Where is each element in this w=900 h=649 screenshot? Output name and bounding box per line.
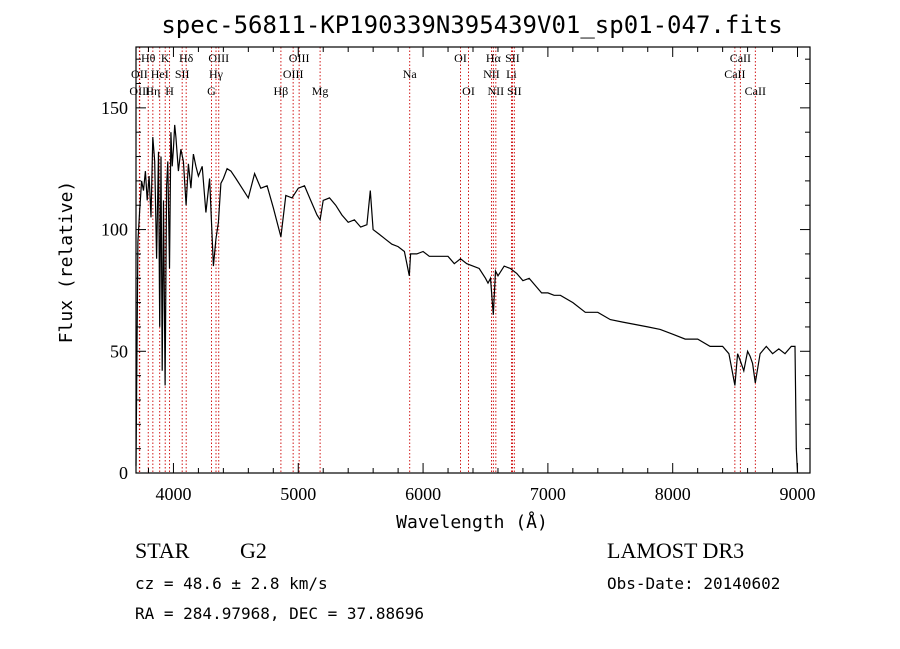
- line-label-25: CaII: [730, 51, 751, 65]
- x-tick-label-4000: 4000: [155, 484, 191, 504]
- chart-title: spec-56811-KP190339N395439V01_sp01-047.f…: [161, 11, 782, 39]
- object-subclass: G2: [240, 538, 267, 563]
- emission-line-markers: [138, 47, 756, 473]
- line-label-4: HeI: [151, 67, 169, 81]
- line-label-19: Hα: [486, 51, 502, 65]
- line-label-3: K: [161, 51, 170, 65]
- line-label-21: NII: [488, 84, 505, 98]
- line-label-20: NII: [483, 67, 500, 81]
- line-label-8: Hδ: [179, 51, 194, 65]
- x-axis-ticks: 4000 5000 6000 7000 8000 9000: [147, 47, 816, 504]
- line-label-7: H: [165, 84, 174, 98]
- line-label-16: Na: [403, 67, 418, 81]
- observation-date: Obs-Date: 20140602: [607, 574, 781, 593]
- y-axis-label: Flux (relative): [56, 181, 77, 344]
- survey-name: LAMOST DR3: [607, 538, 745, 563]
- line-label-17: OI: [454, 51, 467, 65]
- line-label-5: Hη: [145, 84, 160, 98]
- object-class: STAR: [135, 538, 190, 563]
- x-tick-label-7000: 7000: [530, 484, 566, 504]
- line-label-12: Hβ: [274, 84, 289, 98]
- x-axis-label: Wavelength (Å): [396, 511, 548, 533]
- line-label-6: SII: [175, 67, 190, 81]
- x-tick-label-8000: 8000: [655, 484, 691, 504]
- x-tick-label-9000: 9000: [780, 484, 816, 504]
- line-label-11: G: [207, 84, 216, 98]
- line-label-27: CaII: [745, 84, 766, 98]
- line-label-15: Mg: [312, 84, 329, 98]
- y-tick-label-150: 150: [101, 98, 128, 118]
- line-label-10: Hγ: [209, 67, 224, 81]
- line-label-9: OIII: [208, 51, 229, 65]
- line-label-22: SII: [505, 51, 520, 65]
- line-label-18: OI: [462, 84, 475, 98]
- line-label-0: Hθ: [141, 51, 156, 65]
- line-label-14: OIII: [283, 67, 304, 81]
- y-axis-ticks: 0 50 100 150: [101, 58, 810, 483]
- y-tick-label-100: 100: [101, 220, 128, 240]
- flux-series-line: [135, 124, 799, 474]
- y-tick-label-0: 0: [119, 463, 128, 483]
- x-tick-label-5000: 5000: [280, 484, 316, 504]
- x-tick-label-6000: 6000: [405, 484, 441, 504]
- coordinates: RA = 284.97968, DEC = 37.88696: [135, 604, 424, 623]
- line-label-24: SII: [507, 84, 522, 98]
- line-label-13: OIII: [289, 51, 310, 65]
- plot-frame: [135, 46, 811, 474]
- line-label-23: Li: [506, 67, 517, 81]
- line-label-1: OII: [131, 67, 148, 81]
- line-label-26: CaII: [724, 67, 745, 81]
- line-label-2: OIII: [129, 84, 150, 98]
- redshift-velocity: cz = 48.6 ± 2.8 km/s: [135, 574, 328, 593]
- y-tick-label-50: 50: [110, 341, 128, 361]
